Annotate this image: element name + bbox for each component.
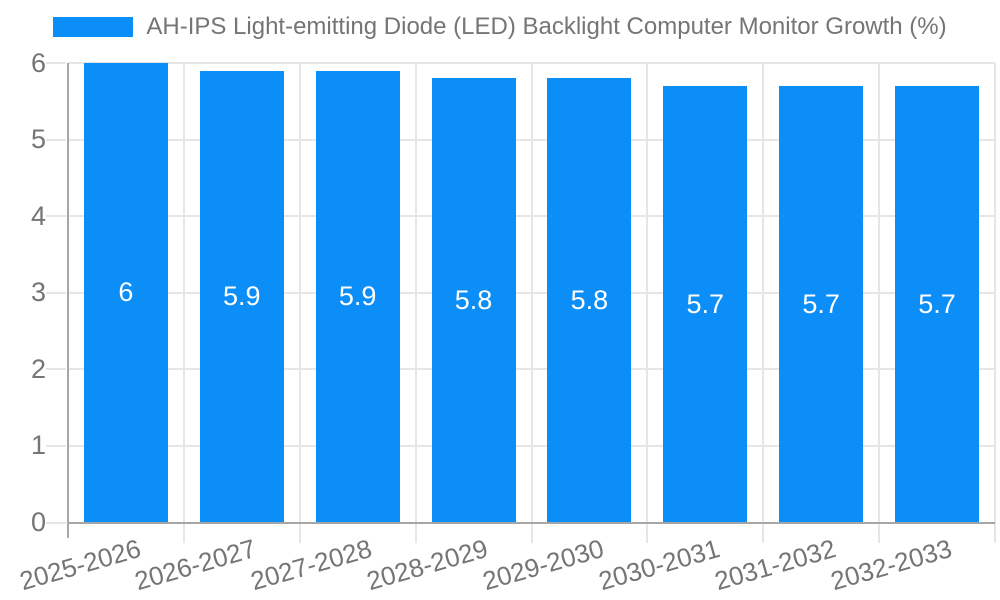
bar-value-label: 6 [118,277,134,308]
bar-value-label: 5.8 [570,284,609,315]
x-axis-line [68,521,995,524]
y-tick-mark [46,444,66,447]
y-tick-mark [46,215,66,218]
legend: AH-IPS Light-emitting Diode (LED) Backli… [0,13,1000,41]
y-tick-mark [46,291,66,294]
y-tick-label: 3 [30,277,46,308]
bar[interactable]: 5.9 [315,70,400,523]
x-tick-label: 2030-2031 [595,532,724,596]
bar[interactable]: 5.7 [663,85,748,523]
x-gridline [414,63,417,543]
legend-swatch-icon [53,17,134,37]
x-gridline [994,63,996,543]
y-tick-label: 0 [30,507,46,537]
bar[interactable]: 5.9 [199,70,284,523]
y-axis-line [67,63,69,538]
x-tick-label: 2025-2026 [15,532,144,596]
legend-label: AH-IPS Light-emitting Diode (LED) Backli… [146,13,947,40]
x-tick-label: 2032-2033 [826,532,955,596]
x-gridline [182,63,185,543]
bar-value-label: 5.7 [686,288,725,319]
y-tick-label: 1 [30,430,46,461]
y-tick-mark [46,62,66,64]
bar-value-label: 5.9 [223,281,261,312]
bar-value-label: 5.9 [338,281,377,312]
y-tick-label: 6 [30,47,46,78]
y-tick-label: 5 [30,124,46,155]
bar-value-label: 5.7 [918,288,956,319]
x-gridline [878,63,881,543]
bar[interactable]: 5.8 [547,78,632,523]
x-tick-label: 2026-2027 [131,532,260,596]
bar-value-label: 5.7 [802,288,840,319]
x-gridline [762,63,765,543]
x-tick-label: 2028-2029 [363,532,492,596]
x-tick-label: 2031-2032 [711,532,839,596]
y-tick-label: 4 [30,200,46,231]
x-tick-label: 2029-2030 [479,532,608,596]
y-tick-mark [46,368,66,371]
x-tick-label: 2027-2028 [247,532,376,596]
bar[interactable]: 5.7 [779,85,864,523]
bar[interactable]: 6 [83,63,168,523]
y-tick-mark [46,138,66,141]
bar[interactable]: 5.7 [895,85,980,523]
x-gridline [646,63,649,543]
bar[interactable]: 5.8 [431,78,516,523]
y-tick-mark [46,521,66,524]
y-tick-label: 2 [30,353,46,384]
x-gridline [530,63,533,543]
x-gridline [298,63,301,543]
bar-value-label: 5.8 [454,284,493,315]
